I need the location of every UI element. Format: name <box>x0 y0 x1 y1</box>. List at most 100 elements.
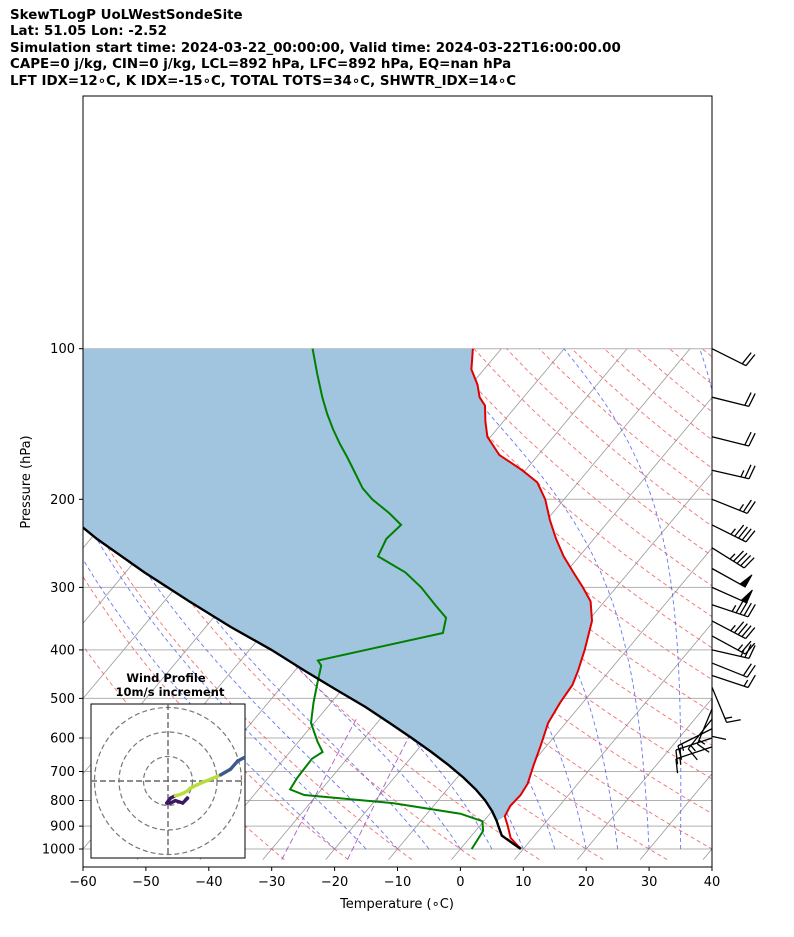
barb-shaft <box>711 524 747 543</box>
barb-full <box>733 550 744 562</box>
isotherm-40 <box>702 848 712 860</box>
x-tick-label: −20 <box>321 875 348 890</box>
wind-barbs <box>675 348 756 774</box>
x-tick-label: −60 <box>69 875 96 890</box>
y-tick-label: 800 <box>50 794 75 809</box>
barb-half <box>690 745 696 752</box>
barb-full <box>733 621 745 634</box>
dry-adiabat <box>83 348 540 860</box>
barb-half <box>740 649 745 657</box>
wind-barb <box>711 524 756 543</box>
wind-barb <box>711 644 756 659</box>
wind-barb <box>696 708 713 753</box>
barb-full <box>745 627 756 640</box>
barb-shaft <box>677 728 713 747</box>
wind-barb <box>675 746 713 774</box>
barb-full <box>744 431 752 446</box>
barb-full <box>739 601 748 615</box>
y-tick-label: 400 <box>50 643 75 658</box>
x-tick-label: −30 <box>258 875 285 890</box>
barb-full <box>744 644 752 658</box>
barb-flag <box>739 574 753 588</box>
profile-series <box>83 348 594 850</box>
hodo-segment <box>218 767 233 777</box>
moist-adiabat <box>563 348 682 850</box>
wind-barb <box>687 718 713 761</box>
y-tick-label: 700 <box>50 765 75 780</box>
dry-adiabat <box>669 348 712 385</box>
x-tick-label: −40 <box>195 875 222 890</box>
hodograph-plot <box>91 704 264 858</box>
isotherm-20 <box>576 697 712 860</box>
x-tick-label: 40 <box>704 875 721 890</box>
hodo-segment <box>254 750 264 754</box>
isotherm-10 <box>514 622 712 860</box>
barb-full <box>734 524 745 537</box>
dry-adiabat <box>701 348 712 358</box>
barb-shaft <box>711 649 750 659</box>
wind-barb <box>711 392 756 408</box>
x-tick-label: 0 <box>456 875 464 890</box>
barb-half <box>679 748 682 756</box>
barb-half <box>724 716 733 720</box>
y-tick-label: 300 <box>50 581 75 596</box>
wind-barb <box>711 567 753 588</box>
wind-barb <box>711 600 756 618</box>
barb-shaft <box>696 708 713 745</box>
wind-barb <box>711 348 756 367</box>
barb-shaft <box>711 620 746 640</box>
time-line: Simulation start time: 2024-03-22_00:00:… <box>10 40 621 56</box>
barb-half <box>731 605 737 612</box>
barb-full <box>740 554 752 567</box>
y-tick-label: 600 <box>50 732 75 747</box>
barb-full <box>745 530 756 543</box>
isotherm-30 <box>639 773 712 860</box>
barb-shaft <box>711 348 747 367</box>
temperature-line <box>470 348 594 850</box>
x-axis-label: Temperature (∘C) <box>339 897 454 912</box>
barb-full <box>744 464 752 479</box>
x-tick-label: 30 <box>641 875 658 890</box>
cin-cape-shade <box>83 348 592 822</box>
barb-shaft <box>711 604 749 618</box>
barb-full <box>737 526 748 539</box>
barb-half <box>729 553 736 560</box>
barb-half <box>679 757 682 765</box>
barb-half <box>743 679 749 687</box>
barb-full <box>748 393 756 407</box>
x-tick-label: −10 <box>384 875 411 890</box>
chart-title-block: SkewTLogP UoLWestSondeSite Lat: 51.05 Lo… <box>10 8 621 90</box>
isotherm--130 <box>0 349 61 860</box>
barb-shaft <box>711 547 745 569</box>
barb-full <box>687 748 698 761</box>
barb-full <box>744 392 752 406</box>
x-tick-label: −50 <box>132 875 159 890</box>
hodo-segment <box>228 759 240 771</box>
wind-barb <box>711 674 756 689</box>
dewpoint-line <box>288 348 485 850</box>
barb-shaft <box>711 662 748 678</box>
barb-full <box>741 625 752 638</box>
y-tick-label: 100 <box>50 342 75 357</box>
barb-full <box>711 735 727 741</box>
wind-barb <box>711 686 741 723</box>
barb-half <box>740 470 745 478</box>
location-line: Lat: 51.05 Lon: -2.52 <box>10 24 167 40</box>
indices-line: LFT IDX=12∘C, K IDX=-15∘C, TOTAL TOTS=34… <box>10 73 517 89</box>
barb-full <box>697 743 710 753</box>
barb-full <box>746 664 756 678</box>
mixing-ratio-line <box>281 718 357 860</box>
dry-adiabat <box>180 348 712 850</box>
wind-barb <box>711 547 755 569</box>
moist-adiabat <box>434 348 650 850</box>
barb-full <box>741 352 752 365</box>
y-axis-label: Pressure (hPa) <box>19 435 34 528</box>
barb-full <box>737 623 748 636</box>
barb-full <box>742 499 752 513</box>
barb-shaft <box>687 718 713 750</box>
barb-full <box>736 552 748 564</box>
cape-line: CAPE=0 j/kg, CIN=0 j/kg, LCL=892 hPa, LF… <box>10 57 512 73</box>
barb-full <box>746 501 756 514</box>
barb-shaft <box>675 746 713 760</box>
